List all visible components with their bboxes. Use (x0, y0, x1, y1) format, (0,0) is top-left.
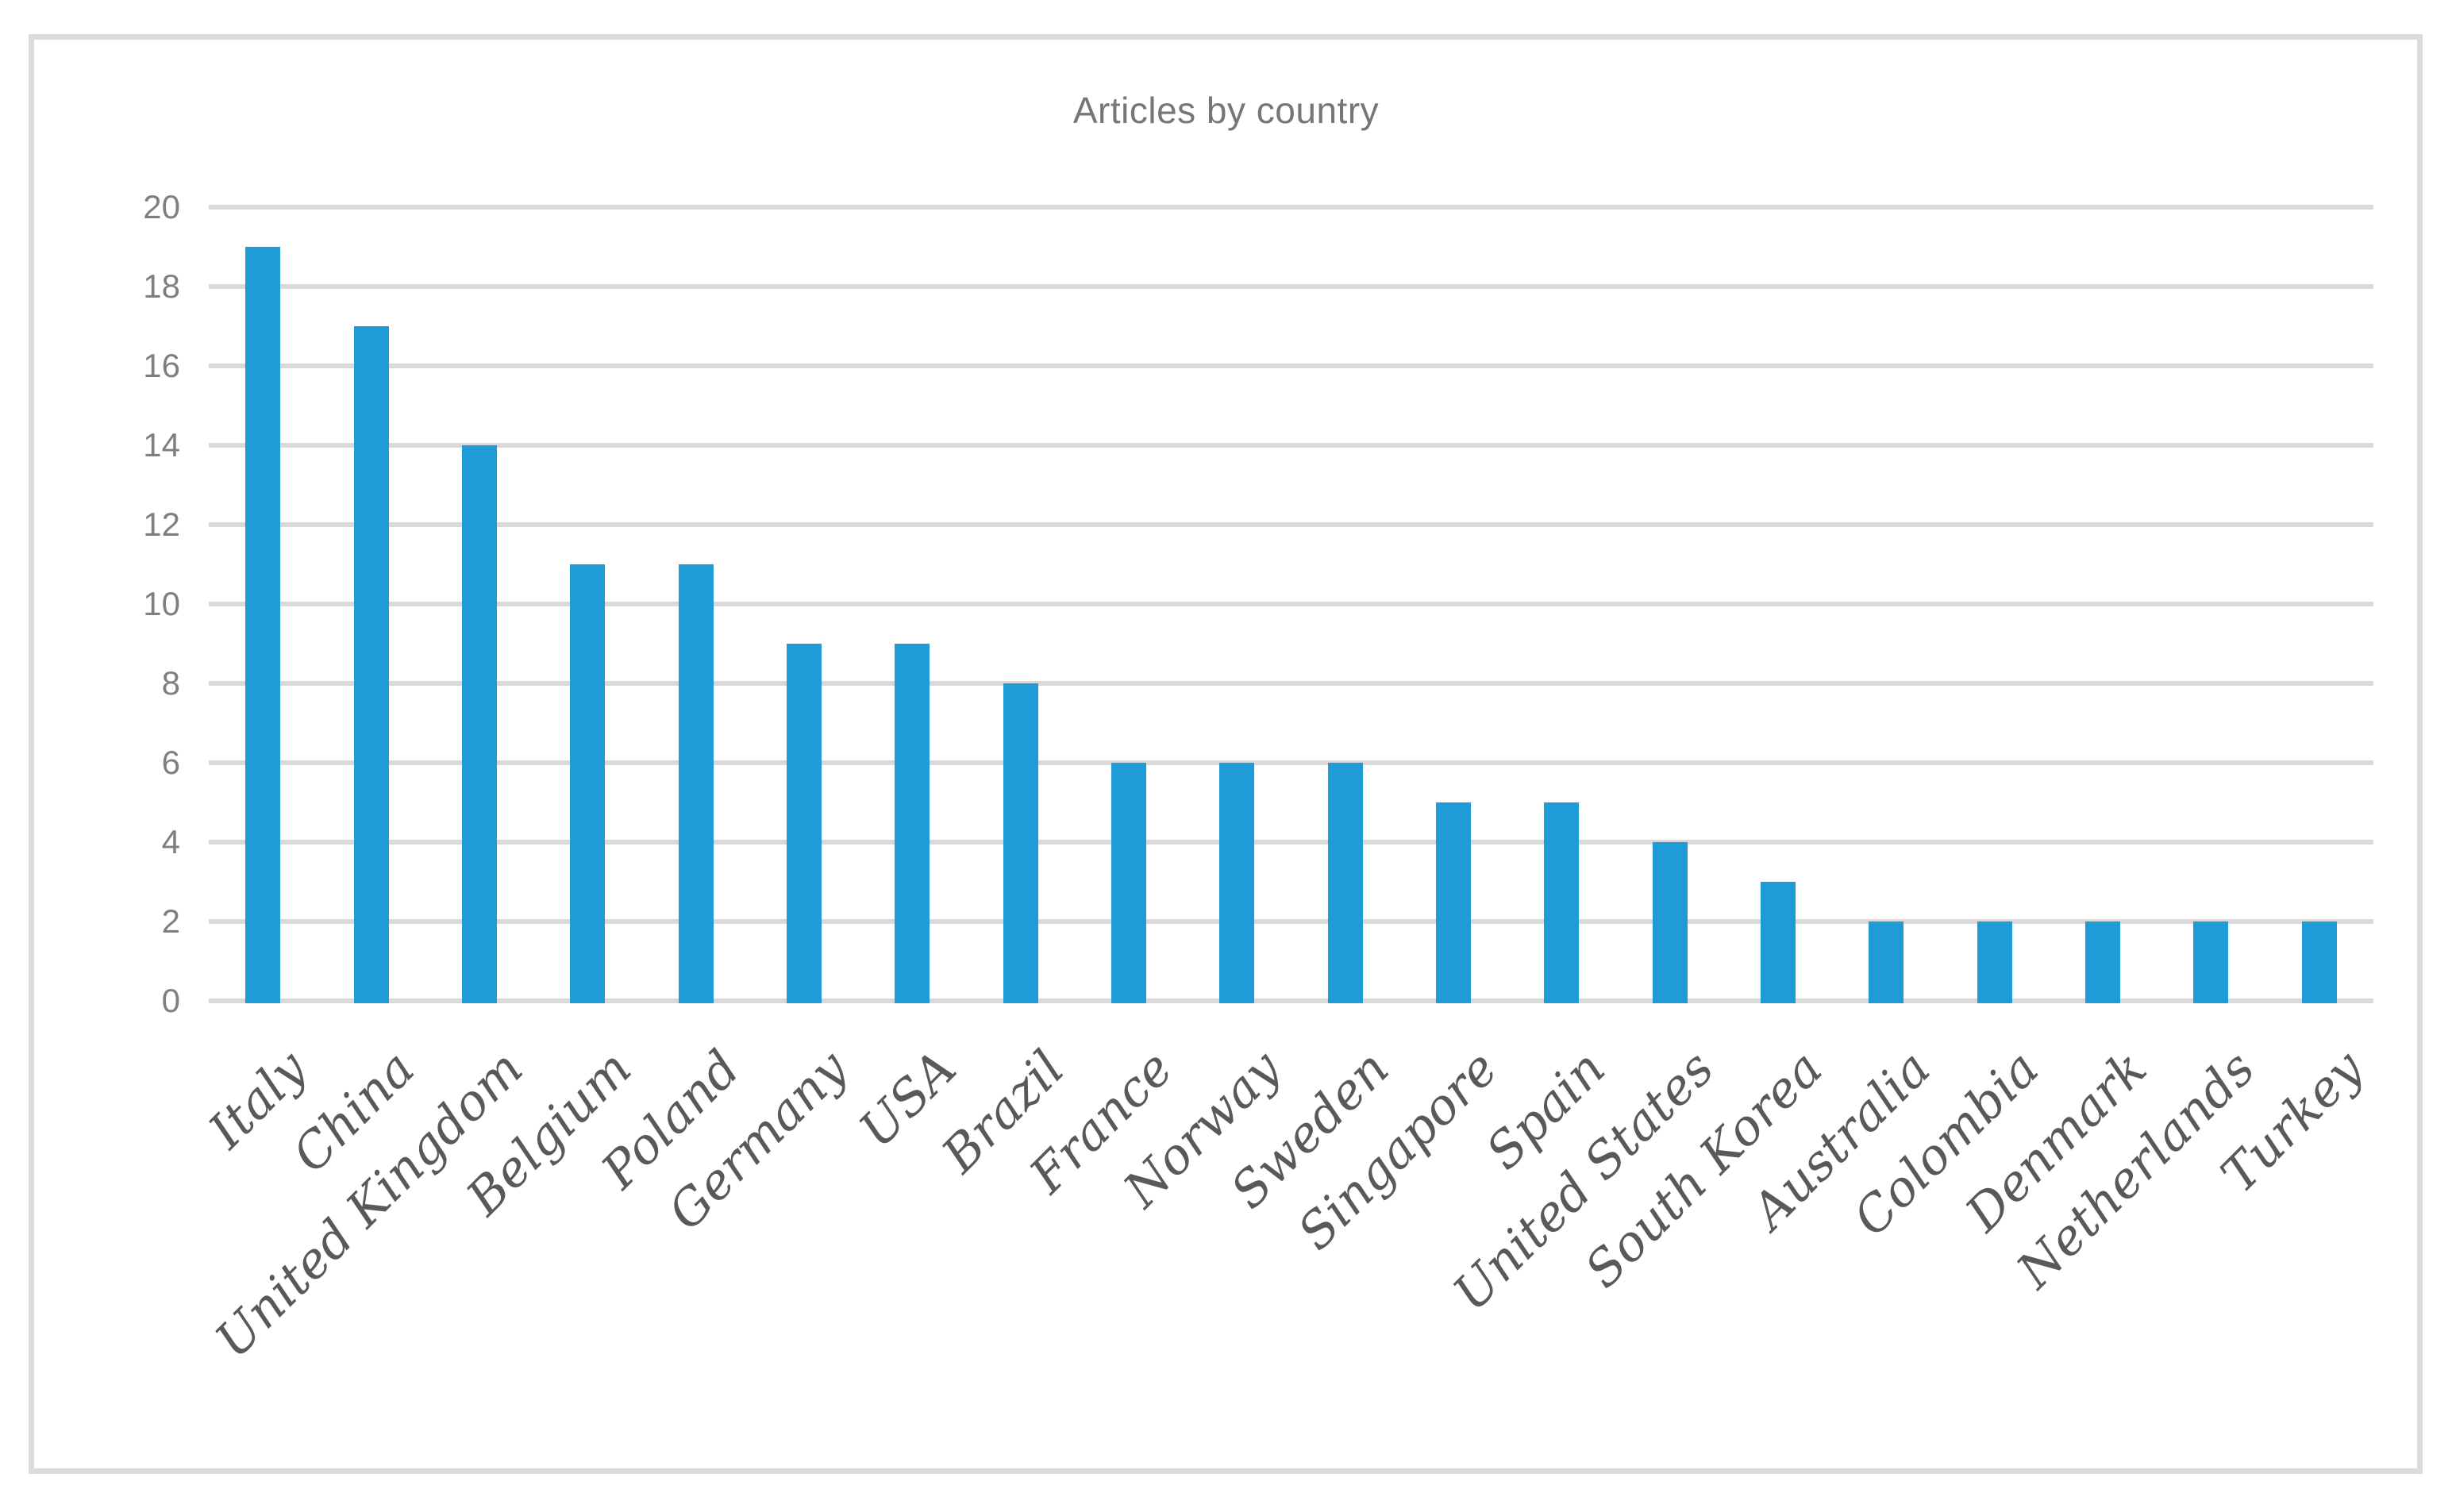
y-axis-tick-label: 18 (143, 267, 180, 305)
y-axis-tick-label: 0 (161, 982, 180, 1019)
gridline (209, 998, 2373, 1003)
gridline (209, 205, 2373, 210)
bar (1869, 921, 1904, 1003)
bar (2301, 921, 2337, 1003)
gridline (209, 522, 2373, 527)
y-axis-tick-label: 6 (161, 744, 180, 781)
bar (245, 247, 281, 1003)
y-axis-tick-label: 2 (161, 902, 180, 940)
y-axis-tick-label: 8 (161, 664, 180, 702)
bar (461, 445, 497, 1003)
y-axis-tick-label: 14 (143, 426, 180, 464)
bar (1652, 842, 1688, 1003)
bar (2193, 921, 2229, 1003)
gridline (209, 840, 2373, 844)
bar (1327, 763, 1363, 1003)
bar (1977, 921, 2012, 1003)
y-axis-tick-label: 4 (161, 823, 180, 860)
bar (1544, 802, 1580, 1003)
y-axis-tick-label: 12 (143, 506, 180, 543)
chart-frame (29, 34, 2423, 1474)
y-axis-tick-label: 16 (143, 347, 180, 384)
bar (786, 644, 822, 1003)
bar (1436, 802, 1472, 1003)
gridline (209, 602, 2373, 606)
bar (1761, 882, 1796, 1003)
bar (1003, 683, 1038, 1003)
bar (353, 326, 389, 1003)
gridline (209, 919, 2373, 924)
gridline (209, 364, 2373, 368)
y-axis-tick-label: 20 (143, 188, 180, 225)
bar (895, 644, 930, 1003)
bar (2085, 921, 2121, 1003)
gridline (209, 443, 2373, 448)
y-axis-tick-label: 10 (143, 585, 180, 622)
bar (1111, 763, 1146, 1003)
gridline (209, 760, 2373, 765)
bar (570, 564, 606, 1003)
bar (678, 564, 714, 1003)
chart-title: Articles by country (1072, 90, 1380, 131)
gridline (209, 284, 2373, 289)
gridline (209, 681, 2373, 686)
bar (1219, 763, 1255, 1003)
